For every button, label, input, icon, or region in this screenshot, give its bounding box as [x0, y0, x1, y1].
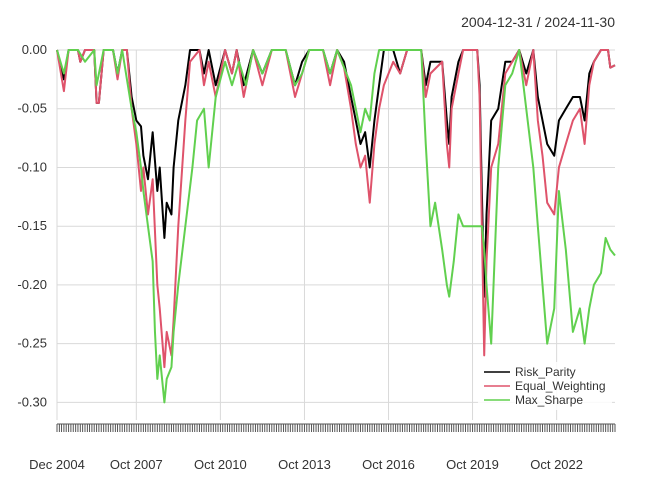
series-lines [56, 49, 616, 404]
y-tick-label: -0.15 [17, 218, 47, 233]
x-minor-ticks [56, 424, 616, 432]
date-range-label: 2004-12-31 / 2024-11-30 [461, 14, 615, 30]
y-tick-label: -0.30 [17, 394, 47, 409]
x-tick-label: Oct 2007 [110, 457, 163, 472]
y-tick-label: -0.10 [17, 159, 47, 174]
x-tick-label: Oct 2016 [362, 457, 415, 472]
y-tick-label: -0.25 [17, 336, 47, 351]
x-tick-label: Oct 2019 [446, 457, 499, 472]
y-tick-label: -0.20 [17, 277, 47, 292]
x-axis: Dec 2004 Oct 2007 Oct 2010 Oct 2013 Oct 2016… [29, 423, 616, 472]
series-line-risk-parity [56, 49, 616, 298]
x-tick-label: Dec 2004 [29, 457, 85, 472]
y-tick-label: -0.05 [17, 101, 47, 116]
series-line-max-sharpe [56, 49, 616, 404]
x-tick-label: Oct 2010 [194, 457, 247, 472]
x-tick-label: Oct 2022 [530, 457, 583, 472]
y-tick-label: 0.00 [22, 42, 47, 57]
series-line-equal-weighting [56, 49, 616, 369]
x-tick-label: Oct 2013 [278, 457, 331, 472]
legend-entry: Equal_Weighting [515, 379, 606, 393]
legend-entry: Max_Sharpe [515, 393, 583, 407]
y-axis-labels: 0.00 -0.05 -0.10 -0.15 -0.20 -0.25 -0.30 [17, 42, 47, 409]
legend-entry: Risk_Parity [515, 365, 576, 379]
